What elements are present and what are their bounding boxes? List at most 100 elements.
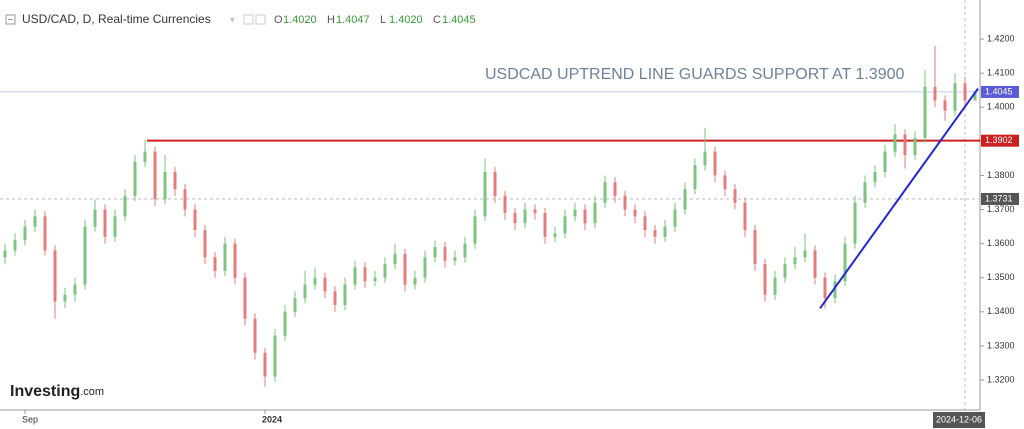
candle-body xyxy=(133,161,137,196)
ohlc-header: O 1.4020 H 1.4047 L 1.4020 C 1.4045 xyxy=(274,14,476,26)
candle-body xyxy=(583,209,587,224)
candle-body xyxy=(423,257,427,278)
logo-text: Investing xyxy=(10,383,80,400)
candle-body xyxy=(163,172,167,200)
candle-body xyxy=(763,264,767,295)
candle-body xyxy=(693,165,697,190)
x-tick-label: 2024 xyxy=(262,414,282,424)
ohlc-value: 1.4020 xyxy=(283,14,317,26)
crosshair-date: 2024-12-06 xyxy=(936,414,982,424)
candle-body xyxy=(193,209,197,230)
crosshair-label: 1.3731 xyxy=(985,193,1013,203)
crosshair-date-box xyxy=(933,412,985,428)
candle-body xyxy=(323,277,327,292)
candle-body xyxy=(933,86,937,101)
ohlc-value: 1.4020 xyxy=(389,14,423,26)
candle-body xyxy=(553,233,557,237)
candle-body xyxy=(313,277,317,285)
symbol-title: USD/CAD, D, Real-time Currencies xyxy=(22,12,211,26)
candle-body xyxy=(143,151,147,162)
y-tick-label: 1.3600 xyxy=(987,238,1015,248)
level-label: 1.4045 xyxy=(985,86,1013,96)
candle-body xyxy=(703,151,707,166)
candle-body xyxy=(943,100,947,111)
candle-body xyxy=(153,151,157,200)
candle-body xyxy=(823,277,827,299)
candle-body xyxy=(113,216,117,237)
candle-body xyxy=(563,216,567,234)
candle-body xyxy=(223,243,227,271)
candle-body xyxy=(783,264,787,278)
candle-body xyxy=(213,257,217,271)
candle-body xyxy=(883,151,887,173)
candle-body xyxy=(473,216,477,244)
candle-body xyxy=(893,134,897,152)
ohlc-key: L xyxy=(380,14,386,26)
level-label: 1.3902 xyxy=(985,135,1013,145)
y-tick-label: 1.3800 xyxy=(987,170,1015,180)
plot-area xyxy=(0,0,980,410)
x-tick-label: Sep xyxy=(22,414,38,424)
settings-icon[interactable] xyxy=(255,14,266,25)
candle-body xyxy=(433,247,437,258)
candle-body xyxy=(843,243,847,282)
candle-body xyxy=(123,195,127,217)
candle-body xyxy=(753,230,757,265)
candle-body xyxy=(543,212,547,237)
candle-body xyxy=(503,195,507,213)
candle-body xyxy=(653,230,657,237)
candle-body xyxy=(443,247,447,261)
candle-body xyxy=(243,277,247,319)
ohlc-key: C xyxy=(433,14,441,26)
candle-body xyxy=(403,253,407,285)
candle-body xyxy=(73,284,77,295)
candle-body xyxy=(353,267,357,285)
candle-body xyxy=(803,250,807,258)
candle-body xyxy=(613,182,617,196)
candle-body xyxy=(853,202,857,244)
candle-body xyxy=(533,209,537,213)
candle-body xyxy=(623,195,627,210)
candle-body xyxy=(303,284,307,299)
candle-body xyxy=(63,294,67,302)
candle-body xyxy=(463,243,467,258)
candle-body xyxy=(13,240,17,251)
candle-body xyxy=(343,284,347,305)
candle-body xyxy=(93,209,97,227)
candle-body xyxy=(173,172,177,190)
header[interactable]: USD/CAD, D, Real-time Currencies ▾ xyxy=(5,12,266,26)
candle-body xyxy=(593,202,597,224)
dropdown-caret[interactable]: ▾ xyxy=(230,14,235,24)
candle-body xyxy=(873,172,877,183)
level-label-box xyxy=(981,85,1019,98)
candle-body xyxy=(863,182,867,203)
candle-body xyxy=(263,352,267,377)
candle-body xyxy=(643,216,647,230)
candle-body xyxy=(363,267,367,282)
candle-body xyxy=(973,91,977,101)
y-tick-label: 1.3700 xyxy=(987,204,1015,214)
candle-body xyxy=(83,226,87,285)
candle-body xyxy=(673,209,677,227)
candle-body xyxy=(253,318,257,353)
y-tick-label: 1.3500 xyxy=(987,272,1015,282)
candle-body xyxy=(923,86,927,138)
candle-body xyxy=(813,250,817,278)
candle-body xyxy=(663,226,667,237)
y-tick-label: 1.3300 xyxy=(987,340,1015,350)
ohlc-key: H xyxy=(327,14,335,26)
candle-body xyxy=(413,277,417,285)
candle-body xyxy=(23,226,27,241)
candle-body xyxy=(383,264,387,278)
settings-icon[interactable] xyxy=(243,14,254,25)
candle-body xyxy=(523,209,527,224)
candle-body xyxy=(273,335,277,377)
candle-body xyxy=(733,189,737,203)
annotation: USDCAD UPTREND LINE GUARDS SUPPORT AT 1.… xyxy=(485,66,904,83)
candle-body xyxy=(393,253,397,265)
collapse-icon[interactable] xyxy=(5,14,16,25)
candle-body xyxy=(773,277,777,295)
candle-body xyxy=(793,257,797,265)
candle-body xyxy=(43,216,47,251)
